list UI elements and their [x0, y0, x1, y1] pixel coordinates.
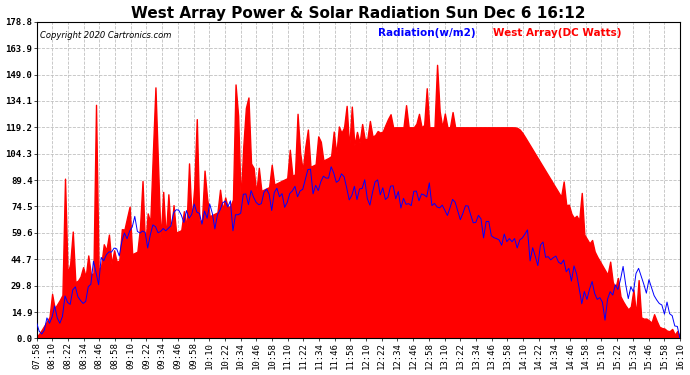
Title: West Array Power & Solar Radiation Sun Dec 6 16:12: West Array Power & Solar Radiation Sun D…	[131, 6, 586, 21]
Text: Radiation(w/m2): Radiation(w/m2)	[377, 28, 475, 38]
Text: West Array(DC Watts): West Array(DC Watts)	[493, 28, 622, 38]
Text: Copyright 2020 Cartronics.com: Copyright 2020 Cartronics.com	[40, 31, 171, 40]
